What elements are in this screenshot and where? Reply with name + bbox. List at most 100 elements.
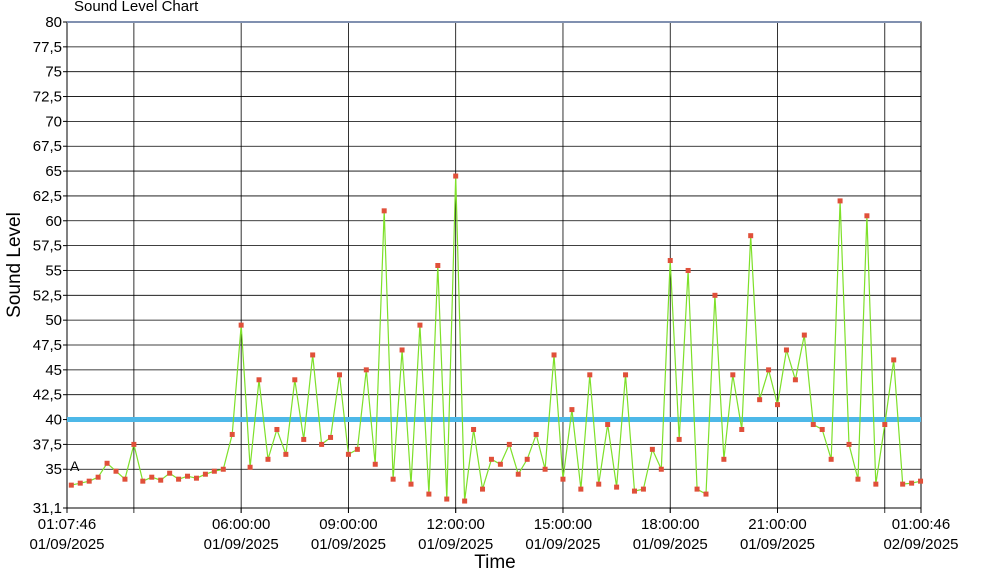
data-point	[685, 267, 691, 273]
data-point	[730, 372, 736, 378]
data-point	[113, 468, 119, 474]
data-point	[569, 407, 575, 413]
data-point	[918, 478, 924, 484]
data-point	[77, 480, 83, 486]
data-point	[614, 484, 620, 490]
y-tick-label: 77,5	[33, 39, 62, 56]
data-point	[605, 422, 611, 428]
data-point	[578, 486, 584, 492]
y-tick-label: 40	[45, 412, 62, 429]
data-point	[515, 471, 521, 477]
data-point	[435, 262, 441, 268]
data-point	[721, 456, 727, 462]
plot-frame	[66, 21, 922, 509]
data-point	[506, 441, 512, 447]
data-point	[640, 486, 646, 492]
data-point	[140, 478, 146, 484]
y-tick-label: 47,5	[33, 337, 62, 354]
y-tick-label: 35	[45, 461, 62, 478]
data-point	[399, 347, 405, 353]
data-point	[176, 476, 182, 482]
data-point	[354, 446, 360, 452]
data-point	[256, 377, 262, 383]
data-point	[310, 352, 316, 358]
data-point	[873, 481, 879, 487]
data-point	[238, 322, 244, 328]
data-point	[846, 441, 852, 447]
data-point	[497, 461, 503, 467]
data-point	[390, 476, 396, 482]
data-point	[792, 377, 798, 383]
data-point	[453, 173, 459, 179]
y-tick-label: 67,5	[33, 138, 62, 155]
data-point	[193, 475, 199, 481]
data-point	[229, 431, 235, 437]
data-point	[274, 426, 280, 432]
y-tick-label: 45	[45, 362, 62, 379]
x-tick-label: 21:00:00 01/09/2025	[739, 516, 816, 553]
x-tick-label: 09:00:00 01/09/2025	[310, 516, 386, 553]
data-point	[462, 498, 468, 504]
y-tick-label: 37,5	[33, 436, 62, 453]
data-point	[131, 441, 137, 447]
data-point	[757, 397, 763, 403]
series-line	[71, 175, 921, 502]
y-tick-label: 52,5	[33, 287, 62, 304]
data-point	[185, 473, 191, 479]
data-point	[480, 486, 486, 492]
data-point	[658, 466, 664, 472]
data-point	[319, 441, 325, 447]
data-point	[488, 456, 494, 462]
x-tick-label: 15:00:00 01/09/2025	[525, 516, 601, 553]
data-point	[891, 357, 897, 363]
data-point	[167, 470, 173, 476]
data-point	[158, 477, 164, 483]
data-point	[265, 456, 271, 462]
data-point	[68, 482, 74, 488]
data-point	[810, 422, 816, 428]
data-point	[426, 491, 432, 497]
data-point	[292, 377, 298, 383]
data-point	[444, 496, 450, 502]
data-point	[596, 481, 602, 487]
data-point	[676, 436, 682, 442]
x-tick-label: 01:07:46 01/09/2025	[29, 516, 105, 553]
data-point	[766, 367, 772, 373]
data-point	[524, 456, 530, 462]
x-tick-label: 01:00:46 02/09/2025	[883, 516, 959, 553]
data-point	[703, 491, 709, 497]
y-tick-label: 55	[45, 262, 62, 279]
data-point	[149, 474, 155, 480]
data-point	[801, 332, 807, 338]
y-tick-label: 75	[45, 64, 62, 81]
y-tick-label: 31,1	[33, 500, 62, 517]
data-point	[471, 426, 477, 432]
y-tick-label: 65	[45, 163, 62, 180]
data-point	[363, 367, 369, 373]
data-point	[417, 322, 423, 328]
data-point	[328, 434, 334, 440]
data-point	[283, 451, 289, 457]
y-tick-label: 60	[45, 213, 62, 230]
data-point	[667, 258, 673, 264]
data-point	[542, 466, 548, 472]
data-point	[783, 347, 789, 353]
chart-title: Sound Level Chart	[74, 0, 199, 15]
data-point	[909, 480, 915, 486]
x-tick-label: 18:00:00 01/09/2025	[632, 516, 708, 553]
data-point	[587, 372, 593, 378]
data-point	[837, 198, 843, 204]
data-point	[775, 402, 781, 408]
y-tick-label: 72,5	[33, 89, 62, 106]
y-tick-label: 50	[45, 312, 62, 329]
data-point	[828, 456, 834, 462]
data-point	[95, 474, 101, 480]
annotation: A	[70, 458, 80, 474]
x-axis-label: Time	[474, 552, 516, 573]
data-point	[86, 478, 92, 484]
data-point	[122, 476, 128, 482]
data-point	[301, 436, 307, 442]
data-point	[247, 464, 253, 470]
data-point	[104, 460, 110, 466]
y-tick-label: 70	[45, 113, 62, 130]
